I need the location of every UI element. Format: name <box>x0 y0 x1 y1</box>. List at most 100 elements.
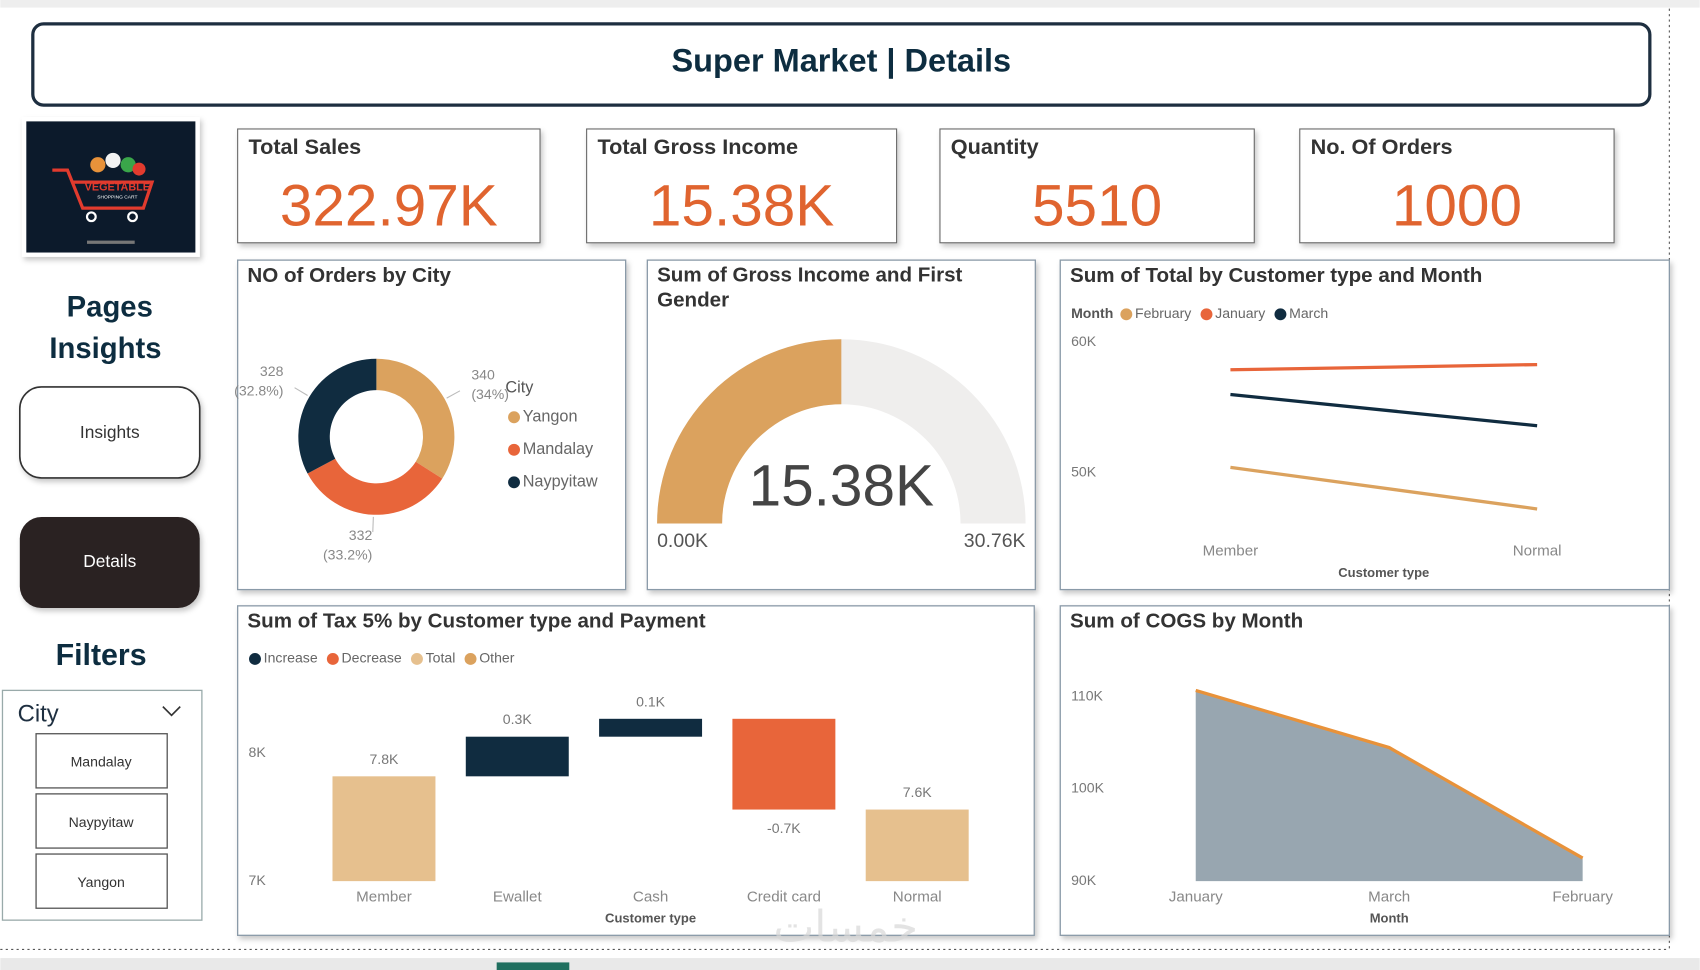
logo-wheel <box>127 211 138 223</box>
chart-title: Sum of Tax 5% by Customer type and Payme… <box>247 610 705 633</box>
legend-label: Mandalay <box>523 440 594 458</box>
y-tick-label: 110K <box>1071 688 1103 704</box>
filter-option-box[interactable] <box>35 853 168 909</box>
logo-wheel <box>85 211 97 223</box>
kpi-card <box>939 128 1255 244</box>
series-line <box>1230 362 1538 372</box>
donut-slice <box>298 358 377 474</box>
chart-area: Sum of COGS by Month 90K 100K 110K January Ma… <box>1059 605 1671 936</box>
x-axis-title: Customer type <box>605 910 696 925</box>
legend-marker <box>410 652 423 665</box>
filter-option[interactable]: Naypyitaw <box>69 814 135 830</box>
logo-veg <box>90 157 106 173</box>
gauge-axis-label: 30.76K <box>964 530 1026 552</box>
legend-marker <box>1200 308 1213 321</box>
legend-marker <box>508 476 520 489</box>
legend-marker <box>508 411 520 424</box>
legend-marker <box>464 652 477 665</box>
legend-label: Total <box>426 650 456 666</box>
header-box <box>31 22 1652 107</box>
series-line <box>1230 465 1538 511</box>
page-tab <box>496 962 570 970</box>
logo-cart <box>52 168 155 210</box>
insights-button[interactable]: Insights <box>18 386 201 479</box>
donut-slice <box>307 458 443 515</box>
x-tick-label: January <box>1169 888 1223 905</box>
filter-options: Mandalay Naypyitaw Yangon <box>35 733 168 909</box>
chart-gauge: Sum of Gross Income and First Gender 15.38… <box>646 259 1036 591</box>
data-label: 328 <box>260 363 284 379</box>
waterfall-bar <box>865 809 969 882</box>
kpi-label: Quantity <box>951 134 1039 159</box>
filter-option-box[interactable] <box>35 793 168 849</box>
data-label: 332 <box>349 527 373 543</box>
y-tick-label: 7K <box>248 872 266 888</box>
button-bg[interactable] <box>19 516 200 609</box>
series-line <box>1230 392 1538 428</box>
leader-line <box>372 516 374 533</box>
legend-marker <box>508 443 520 456</box>
button-label[interactable]: Details <box>83 551 136 571</box>
x-tick-label: Credit card <box>747 888 821 905</box>
data-label-percent: (32.8%) <box>234 383 283 399</box>
gauge-fill <box>657 339 842 524</box>
y-tick-label: 50K <box>1071 463 1097 479</box>
legend-label: Naypyitaw <box>523 473 598 491</box>
donut-slice <box>376 358 455 479</box>
details-button[interactable]: Details <box>19 516 200 609</box>
filter-option[interactable]: Mandalay <box>71 754 133 770</box>
area-line <box>1195 688 1584 860</box>
bottom-strip <box>0 958 1700 970</box>
area-fill <box>1195 690 1583 882</box>
button-bg[interactable] <box>18 386 201 479</box>
chart-title: Sum of Gross Income and First Gender <box>657 264 962 312</box>
legend-marker <box>1274 308 1287 321</box>
logo: VEGETABLE SHOPPING CART <box>21 117 200 257</box>
filter-label: City <box>18 701 59 728</box>
data-label: 7.6K <box>903 784 933 800</box>
filters-title: Filters <box>56 639 147 672</box>
kpi-card <box>237 128 541 244</box>
legend-marker <box>1120 308 1133 321</box>
y-tick-label: 90K <box>1071 872 1097 888</box>
legend-label: January <box>1215 305 1266 321</box>
y-tick-label: 60K <box>1071 333 1097 349</box>
chart-waterfall: Sum of Tax 5% by Customer type and Payme… <box>237 605 1035 936</box>
x-tick-label: March <box>1368 888 1410 905</box>
filter-chevron[interactable] <box>162 706 181 717</box>
logo-text: VEGETABLE <box>85 181 150 193</box>
sidebar-heading: Insights <box>49 333 161 365</box>
y-tick-label: 100K <box>1071 780 1104 796</box>
logo-bar <box>87 240 135 244</box>
data-label-percent: (33.2%) <box>323 547 372 563</box>
data-label: 7.8K <box>369 751 399 767</box>
data-label-percent: (34%) <box>471 386 509 402</box>
logo-veg <box>120 157 136 173</box>
kpi-card <box>586 128 898 244</box>
button-label[interactable]: Insights <box>80 422 140 442</box>
legend-label: Decrease <box>342 650 402 666</box>
chart-title: Sum of COGS by Month <box>1070 610 1303 633</box>
chart-pie: NO of Orders by City 340 (34%) 332 (33.2%) 32… <box>234 259 627 591</box>
kpi-value: 1000 <box>1392 174 1522 239</box>
x-tick-label: Ewallet <box>493 888 543 905</box>
x-tick-label: Member <box>356 888 412 905</box>
kpi-label: Total Gross Income <box>597 134 798 159</box>
filter-option[interactable]: Yangon <box>77 874 125 890</box>
chart-panel <box>1059 259 1671 591</box>
data-label: 0.3K <box>503 711 533 727</box>
x-axis-title: Month <box>1370 910 1409 925</box>
kpi-label: No. Of Orders <box>1311 134 1453 159</box>
data-label: 0.1K <box>636 693 666 709</box>
legend-label: March <box>1289 305 1328 321</box>
chart-title: Sum of Total by Customer type and Month <box>1070 264 1482 287</box>
filter-option-box[interactable] <box>35 733 168 789</box>
x-axis-title: Customer type <box>1338 565 1429 580</box>
logo-subtext: SHOPPING CART <box>97 195 137 201</box>
sidebar-heading: Pages <box>67 292 153 324</box>
waterfall-bar <box>599 718 703 737</box>
y-tick-label: 8K <box>248 744 266 760</box>
legend-label: Other <box>479 650 515 666</box>
chart-line: Sum of Total by Customer type and Month M… <box>1059 259 1671 591</box>
kpi-value: 5510 <box>1032 174 1162 239</box>
